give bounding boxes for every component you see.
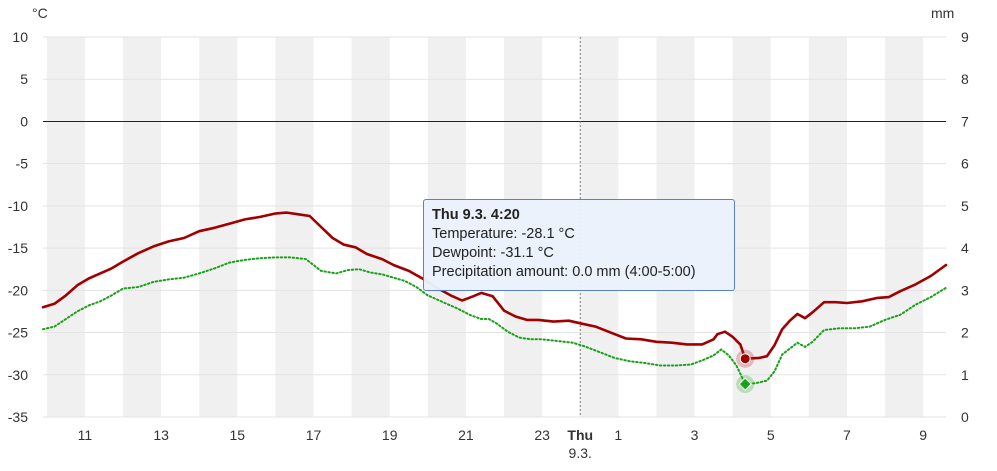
hour-band [275, 37, 314, 417]
hour-band [351, 37, 390, 417]
y-right-tick-label: 5 [961, 198, 969, 214]
x-tick-label: 5 [767, 427, 775, 443]
x-tick-label: 13 [153, 427, 169, 443]
y-right-tick-label: 2 [961, 325, 969, 341]
x-tick-label: 15 [230, 427, 246, 443]
temperature-line[interactable] [41, 211, 948, 360]
y-right-tick-label: 0 [961, 409, 969, 425]
y-left-tick-label: -20 [8, 282, 28, 298]
x-tick-label: 9 [919, 427, 927, 443]
x-tick-label: 7 [843, 427, 851, 443]
y-right-tick-label: 4 [961, 240, 969, 256]
y-left-tick-label: -25 [8, 325, 28, 341]
hour-band [46, 37, 85, 417]
y-right-tick-label: 6 [961, 156, 969, 172]
hour-band [123, 37, 162, 417]
y-left-tick-label: 10 [12, 29, 28, 45]
x-tick-label: Thu [567, 427, 593, 443]
tooltip: Thu 9.3. 4:20 Temperature: -28.1 °C Dewp… [423, 199, 735, 291]
hover-markers [736, 349, 755, 394]
y-right-tick-label: 7 [961, 113, 969, 129]
x-tick-label: 3 [691, 427, 699, 443]
y-left-tick-label: -5 [16, 156, 29, 172]
hour-band [808, 37, 847, 417]
y-axis-left: 10 5 0 -5 -10 -15 -20 -25 -30 -35 [8, 29, 28, 425]
dewpoint-marker [738, 377, 752, 391]
y-right-tick-label: 8 [961, 71, 969, 87]
temperature-marker [739, 353, 751, 365]
y-left-tick-label: -35 [8, 409, 28, 425]
x-tick-label: 1 [614, 427, 622, 443]
y-right-tick-label: 9 [961, 29, 969, 45]
x-tick-label: 17 [306, 427, 322, 443]
y-left-tick-label: 5 [20, 71, 28, 87]
x-tick-label: 11 [78, 427, 93, 443]
tooltip-precipitation: Precipitation amount: 0.0 mm (4:00-5:00) [432, 264, 696, 280]
dewpoint-line[interactable] [42, 256, 947, 386]
y-left-unit: °C [32, 5, 48, 21]
y-left-tick-label: -10 [8, 198, 28, 214]
y-left-tick-label: 0 [20, 113, 28, 129]
y-right-tick-label: 1 [961, 367, 969, 383]
x-tick-sublabel: 9.3. [569, 445, 592, 461]
tooltip-title: Thu 9.3. 4:20 [432, 207, 520, 223]
tooltip-temperature: Temperature: -28.1 °C [432, 226, 575, 242]
series-lines[interactable] [41, 211, 948, 386]
x-tick-label: 23 [534, 427, 550, 443]
y-right-unit: mm [931, 5, 954, 21]
y-left-tick-label: -15 [8, 240, 28, 256]
x-tick-label: 19 [382, 427, 398, 443]
y-right-tick-label: 3 [961, 282, 969, 298]
y-axis-right: 9 8 7 6 5 4 3 2 1 0 [961, 29, 969, 425]
x-tick-label: 21 [458, 427, 474, 443]
tooltip-dewpoint: Dewpoint: -31.1 °C [432, 245, 554, 261]
hour-band [732, 37, 771, 417]
hour-band [885, 37, 924, 417]
y-left-tick-label: -30 [8, 367, 28, 383]
